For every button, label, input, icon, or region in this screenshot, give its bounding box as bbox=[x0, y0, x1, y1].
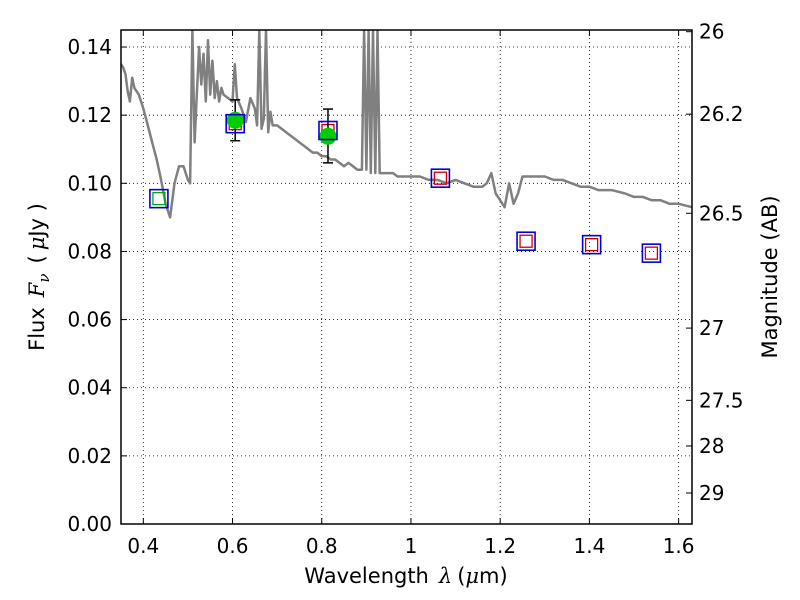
y-axis-label-open: ( bbox=[25, 255, 49, 263]
y-axis-label-sub: ν bbox=[35, 274, 53, 283]
y-axis-label-unit-symbol: μ bbox=[25, 237, 49, 251]
fitted-photometry-point bbox=[225, 113, 245, 134]
y2-tick-label: 27 bbox=[699, 316, 724, 340]
y-tick-label: 0.00 bbox=[67, 512, 112, 536]
plot-frame bbox=[120, 29, 693, 525]
sed-model-line bbox=[121, 30, 692, 219]
y-tick-label: 0.10 bbox=[67, 171, 112, 195]
y-tick-label: 0.14 bbox=[67, 35, 112, 59]
y-tick-label: 0.12 bbox=[67, 103, 112, 127]
fitted-photometry-point bbox=[641, 243, 662, 263]
model-photometry-point bbox=[152, 191, 166, 206]
model-photometry-point bbox=[584, 237, 599, 252]
model-photometry-point bbox=[519, 234, 533, 248]
x-tick-label: 1 bbox=[405, 534, 418, 558]
y-axis-label-symbol: F bbox=[25, 281, 49, 298]
y2-tick-label: 26.2 bbox=[699, 102, 744, 126]
y-tick-label: 0.02 bbox=[67, 444, 112, 468]
y-tick-label: 0.08 bbox=[67, 239, 112, 263]
y2-tick-label: 26.5 bbox=[699, 201, 744, 225]
model-photometry-point bbox=[644, 246, 659, 260]
fitted-photometry-point bbox=[516, 231, 536, 252]
x-tick-label: 0.8 bbox=[306, 534, 338, 558]
model-photometry-point bbox=[433, 171, 448, 185]
x-axis-label-unit: m) bbox=[479, 564, 508, 588]
observed-point bbox=[226, 111, 244, 129]
x-tick-label: 1.6 bbox=[663, 534, 695, 558]
y-axis-label-prefix: Flux bbox=[25, 307, 49, 351]
x-tick-label: 0.4 bbox=[127, 534, 159, 558]
x-tick-label: 0.6 bbox=[217, 534, 249, 558]
axis-ticks: 0.4 0.6 0.8 1 1.2 1.4 1.6 0.00 0.02 0.04 0.06 0.08 0… bbox=[67, 20, 743, 558]
x-tick-label: 1.4 bbox=[573, 534, 605, 558]
y2-axis-label: Magnitude (AB) bbox=[758, 195, 782, 358]
y-tick-label: 0.06 bbox=[67, 308, 112, 332]
y-axis-label-unit: Jy ) bbox=[25, 203, 49, 239]
y2-tick-label: 27.5 bbox=[699, 388, 744, 412]
fitted-photometry-point bbox=[149, 188, 169, 209]
observed-point bbox=[319, 127, 337, 145]
y2-tick-label: 29 bbox=[699, 481, 724, 505]
plot-background bbox=[121, 30, 692, 524]
y2-tick-label: 26 bbox=[699, 20, 724, 44]
fitted-photometry-point bbox=[430, 168, 451, 188]
y-tick-label: 0.04 bbox=[67, 376, 112, 400]
x-axis-label-symbol: λ bbox=[438, 564, 452, 588]
x-axis-label-unit-symbol: μ bbox=[465, 564, 479, 588]
y2-tick-label: 28 bbox=[699, 434, 724, 458]
plot-area bbox=[121, 30, 692, 263]
fitted-photometry-point bbox=[318, 120, 338, 141]
fitted-photometry-point bbox=[581, 234, 602, 255]
x-axis-label-open: ( bbox=[457, 564, 465, 588]
x-tick-label: 1.2 bbox=[484, 534, 516, 558]
x-axis-label: Wavelength λ (μm) bbox=[304, 564, 507, 588]
x-axis-label-prefix: Wavelength bbox=[304, 564, 429, 588]
y-axis-label: Flux Fν ( μJy ) bbox=[25, 203, 53, 351]
